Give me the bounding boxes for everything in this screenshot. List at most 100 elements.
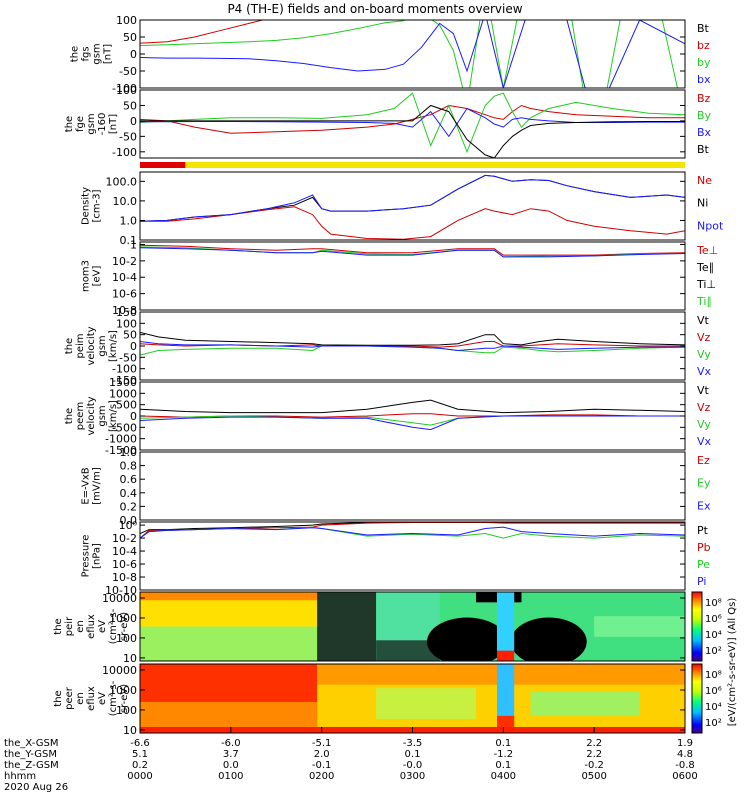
y-axis-label: [cm-3] <box>92 189 103 222</box>
y-tick-label: 0 <box>130 340 137 353</box>
x-row-value: -0.2 <box>584 760 604 771</box>
panel-ion_eflux: 10000 1000 100 10 the peir en eflux eV (cm²-s-sr-… <box>53 591 686 665</box>
y-tick-label: 10-4 <box>112 271 137 284</box>
x-row-label: hhmm <box>4 771 36 782</box>
ion_velocity-series-0 <box>140 331 685 346</box>
panel-fge: 100 50 0 -50 -100 the fge gsm -160 [nT] Bz By Bx Bt <box>64 84 712 168</box>
density-series-0 <box>140 174 685 222</box>
y-axis-label: -160 <box>97 113 108 136</box>
legend-label: Ni <box>697 197 708 210</box>
y-tick-label: 0 <box>130 115 137 128</box>
fge-frame <box>139 89 686 159</box>
legend-label: Ex <box>697 499 711 512</box>
fge-series-3 <box>140 104 685 158</box>
y-axis-label: the <box>64 116 75 132</box>
y-axis-label: [nT] <box>108 114 119 134</box>
density-series-1 <box>140 206 685 240</box>
x-row-value: 0000 <box>127 771 152 782</box>
legend-label: Ez <box>697 454 710 467</box>
y-tick-label: 1000 <box>109 612 137 625</box>
y-tick-label: 50 <box>123 329 137 342</box>
legend-label: Bt <box>697 143 710 156</box>
y-tick-label: 0.0 <box>120 514 138 527</box>
y-tick-label: 10 <box>123 724 137 737</box>
x-row-label: the_X-GSM <box>4 738 58 749</box>
y-tick-label: 0.2 <box>120 500 138 513</box>
y-axis-label: eV <box>97 692 108 705</box>
y-axis-label: the <box>64 338 75 354</box>
x-row-value: 0.2 <box>132 760 148 771</box>
y-axis-label: the <box>64 408 75 424</box>
efield-frame <box>139 451 686 521</box>
y-axis-label: gsm <box>86 113 97 134</box>
y-tick-label: -150 <box>112 374 137 387</box>
y-axis-label: en <box>75 692 86 705</box>
y-axis-label: the <box>53 690 64 706</box>
y-axis-label: velocity <box>86 396 97 435</box>
y-axis-label: peim <box>75 333 86 358</box>
legend-label: Te⊥ <box>696 244 718 257</box>
legend-label: Ti⊥ <box>696 278 716 291</box>
y-tick-label: 10000 <box>102 592 137 605</box>
legend-label: Bt <box>697 22 710 35</box>
legend-label: Ey <box>697 477 711 490</box>
legend-label: Vt <box>697 384 710 397</box>
y-tick-label: 10-8 <box>112 571 137 584</box>
y-tick-label: 1 <box>130 238 137 251</box>
y-tick-label: 50 <box>123 99 137 112</box>
y-axis-label: mom3 <box>81 260 92 292</box>
y-tick-label: 10⁰ <box>119 519 138 532</box>
y-tick-label: 10-6 <box>112 558 137 571</box>
panel-density: 100.0 10.0 1.0 0.1 Density [cm-3] Ne Ni Npot <box>81 171 724 247</box>
x-row-value: 4.8 <box>677 749 693 760</box>
x-row-label: the_Z-GSM <box>4 760 59 771</box>
y-tick-label: 1.0 <box>120 214 138 227</box>
y-tick-label: -1500 <box>105 444 137 457</box>
colorbar-tick-label: 10² <box>705 646 722 657</box>
mode-bar-segment <box>140 162 186 168</box>
x-row-value: -0.1 <box>312 760 332 771</box>
x-row-value: -5.1 <box>312 738 332 749</box>
electron_velocity-series-3 <box>140 415 685 431</box>
legend-label: Bz <box>697 92 711 105</box>
colorbar-tick-label: 10⁴ <box>705 702 722 713</box>
ion_eflux-spectrogram <box>140 592 685 661</box>
y-axis-label: velocity <box>86 326 97 365</box>
y-axis-label: eflux <box>86 686 97 711</box>
colorbar-label: [eV/(cm²-s-sr-eV)] (All Qs) <box>727 598 738 727</box>
y-tick-label: 0.6 <box>120 473 138 486</box>
y-tick-label: 100 <box>116 14 137 27</box>
temp-series-2 <box>140 247 685 258</box>
x-row-value: 0.0 <box>223 760 239 771</box>
y-axis-label: en <box>75 620 86 633</box>
colorbar-electron_eflux: 10⁸ 10⁶ 10⁴ 10² <box>691 663 722 734</box>
y-tick-label: 10-8 <box>112 304 137 317</box>
x-row-value: 0200 <box>309 771 334 782</box>
y-tick-label: 100 <box>116 704 137 717</box>
colorbar-scale <box>691 591 703 662</box>
electron_eflux-spectrogram <box>140 664 685 733</box>
x-row-value: 0.1 <box>495 760 511 771</box>
legend-label: Vz <box>697 331 711 344</box>
legend-label: Vy <box>697 418 711 431</box>
y-tick-label: 10-6 <box>112 288 137 301</box>
fge-series-0 <box>140 104 685 134</box>
legend-label: Pi <box>697 575 706 588</box>
electron_velocity-series-0 <box>140 399 685 414</box>
fgs-series-0 <box>140 20 265 44</box>
y-axis-label: sr-eV) <box>119 684 130 713</box>
y-axis-label: [km/s] <box>108 330 119 362</box>
x-row-value: 3.7 <box>223 749 239 760</box>
legend-label: Npot <box>697 219 724 232</box>
y-axis-label: gsm <box>97 335 108 356</box>
y-tick-label: -50 <box>119 130 137 143</box>
legend-label: bx <box>697 73 711 86</box>
pressure-frame <box>139 521 686 591</box>
y-tick-label: 10-4 <box>112 545 137 558</box>
legend-label: Vx <box>697 365 712 378</box>
colorbar-tick-label: 10⁶ <box>705 686 722 697</box>
y-tick-label: -50 <box>119 351 137 364</box>
x-row-value: -6.6 <box>130 738 150 749</box>
